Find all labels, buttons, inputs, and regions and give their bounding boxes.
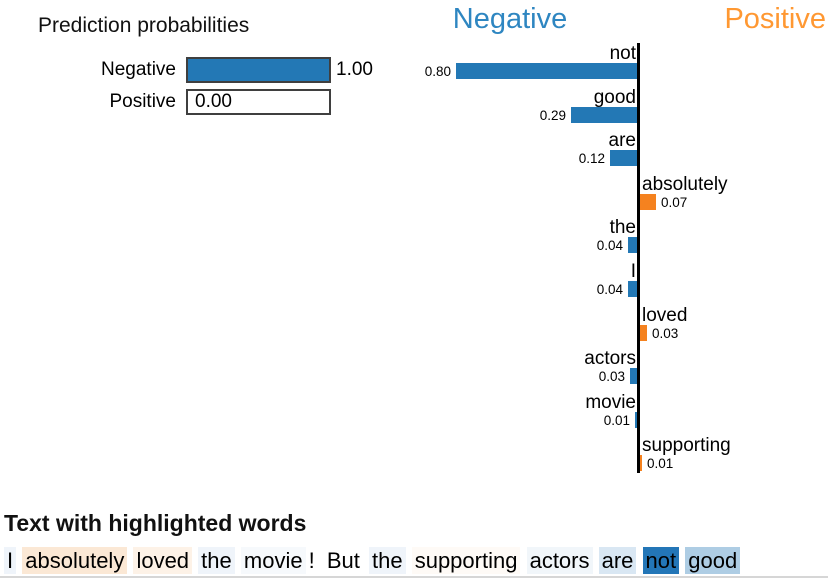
feature-word: movie <box>585 392 636 413</box>
highlighted-word: actors <box>526 547 593 574</box>
feature-bar <box>640 194 656 210</box>
prediction-probabilities-title: Prediction probabilities <box>38 14 250 37</box>
feature-bar <box>640 325 647 341</box>
highlighted-word: ! <box>308 548 315 573</box>
feature-value: 0.04 <box>596 238 623 253</box>
highlighted-word: supporting <box>411 547 521 574</box>
feature-value: 0.04 <box>596 282 623 297</box>
highlighted-word: the <box>368 547 406 574</box>
feature-bar <box>628 237 637 253</box>
highlighted-word: movie <box>240 547 306 574</box>
prediction-class-label: Positive <box>109 91 176 112</box>
feature-bar <box>456 63 637 79</box>
feature-value: 0.80 <box>424 64 451 79</box>
positive-class-header: Positive <box>724 3 826 35</box>
prediction-bar-fill <box>188 59 329 81</box>
feature-bar <box>630 368 637 384</box>
feature-value: 0.03 <box>652 326 679 341</box>
prediction-class-label: Negative <box>101 59 176 80</box>
feature-value: 0.01 <box>603 413 630 428</box>
highlighted-word: not <box>642 547 680 574</box>
feature-word: I <box>630 261 636 282</box>
prediction-bar <box>186 57 331 83</box>
feature-word: absolutely <box>642 174 728 195</box>
feature-word: not <box>609 43 636 64</box>
feature-word: the <box>609 217 636 238</box>
feature-value: 0.29 <box>539 108 566 123</box>
feature-word: good <box>593 87 636 108</box>
feature-value: 0.03 <box>598 369 625 384</box>
feature-value: 0.07 <box>661 195 688 210</box>
highlighted-word: are <box>598 547 637 574</box>
feature-word: supporting <box>642 435 731 456</box>
highlighted-sentence: I absolutely loved the movie! But the su… <box>4 546 824 575</box>
chart-center-axis <box>637 43 640 473</box>
highlighted-word: I <box>4 547 17 574</box>
bottom-divider <box>0 576 828 578</box>
prediction-value: 1.00 <box>336 59 373 80</box>
feature-value: 0.12 <box>578 151 605 166</box>
highlighted-word: the <box>198 547 235 574</box>
feature-word: actors <box>584 348 636 369</box>
highlighted-word: loved <box>133 547 193 574</box>
feature-word: loved <box>642 305 688 326</box>
highlighted-word: But <box>326 548 360 573</box>
feature-bar <box>571 107 637 123</box>
highlighted-word: absolutely <box>22 547 128 574</box>
feature-word: are <box>608 130 636 151</box>
feature-value: 0.01 <box>647 456 674 471</box>
negative-class-header: Negative <box>452 3 568 35</box>
feature-bar <box>635 412 637 428</box>
feature-bar <box>640 455 642 471</box>
prediction-value: 0.00 <box>195 91 232 112</box>
highlighted-text-title: Text with highlighted words <box>4 510 307 536</box>
feature-bar <box>628 281 637 297</box>
prediction-bar <box>186 89 331 115</box>
highlighted-word: good <box>685 547 741 574</box>
feature-bar <box>610 150 637 166</box>
